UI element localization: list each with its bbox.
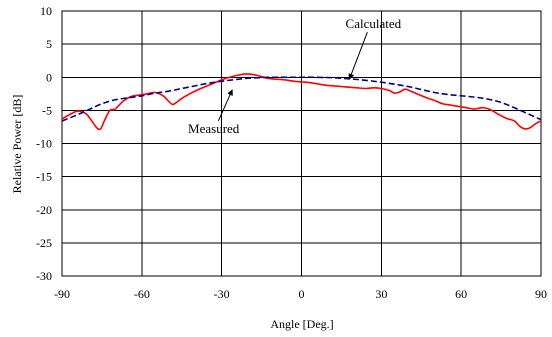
x-tick-label: -30 [214, 287, 230, 301]
calculated-annotation-label: Calculated [346, 16, 402, 31]
x-tick-label: 60 [455, 287, 467, 301]
measured-series-line [61, 73, 542, 131]
y-tick-label: -5 [42, 103, 52, 117]
calculated-annotation-arrow [348, 32, 368, 80]
y-tick-label: -20 [36, 203, 52, 217]
y-tick-label: -10 [36, 137, 52, 151]
y-tick-label: -30 [36, 269, 52, 283]
series [61, 73, 542, 131]
y-tick-label: -15 [36, 170, 52, 184]
y-tick-label: 0 [46, 70, 52, 84]
y-tick-label: -25 [36, 236, 52, 250]
measured-annotation-arrow [217, 89, 233, 122]
grid [61, 10, 542, 277]
x-tick-label: 0 [299, 287, 305, 301]
calculated-series-line [61, 76, 542, 122]
x-tick-label: -90 [54, 287, 70, 301]
x-tick-label: 90 [535, 287, 547, 301]
y-axis-title: Relative Power [dB] [10, 95, 24, 194]
measured-annotation-label: Measured [188, 121, 240, 136]
x-axis-title: Angle [Deg.] [270, 317, 333, 331]
x-tick-label: 30 [375, 287, 387, 301]
y-tick-label: 5 [46, 37, 52, 51]
annotations: Calculated Measured [188, 16, 402, 136]
x-tick-label: -60 [134, 287, 150, 301]
y-tick-label: 10 [40, 4, 52, 18]
plot-border [61, 10, 542, 277]
